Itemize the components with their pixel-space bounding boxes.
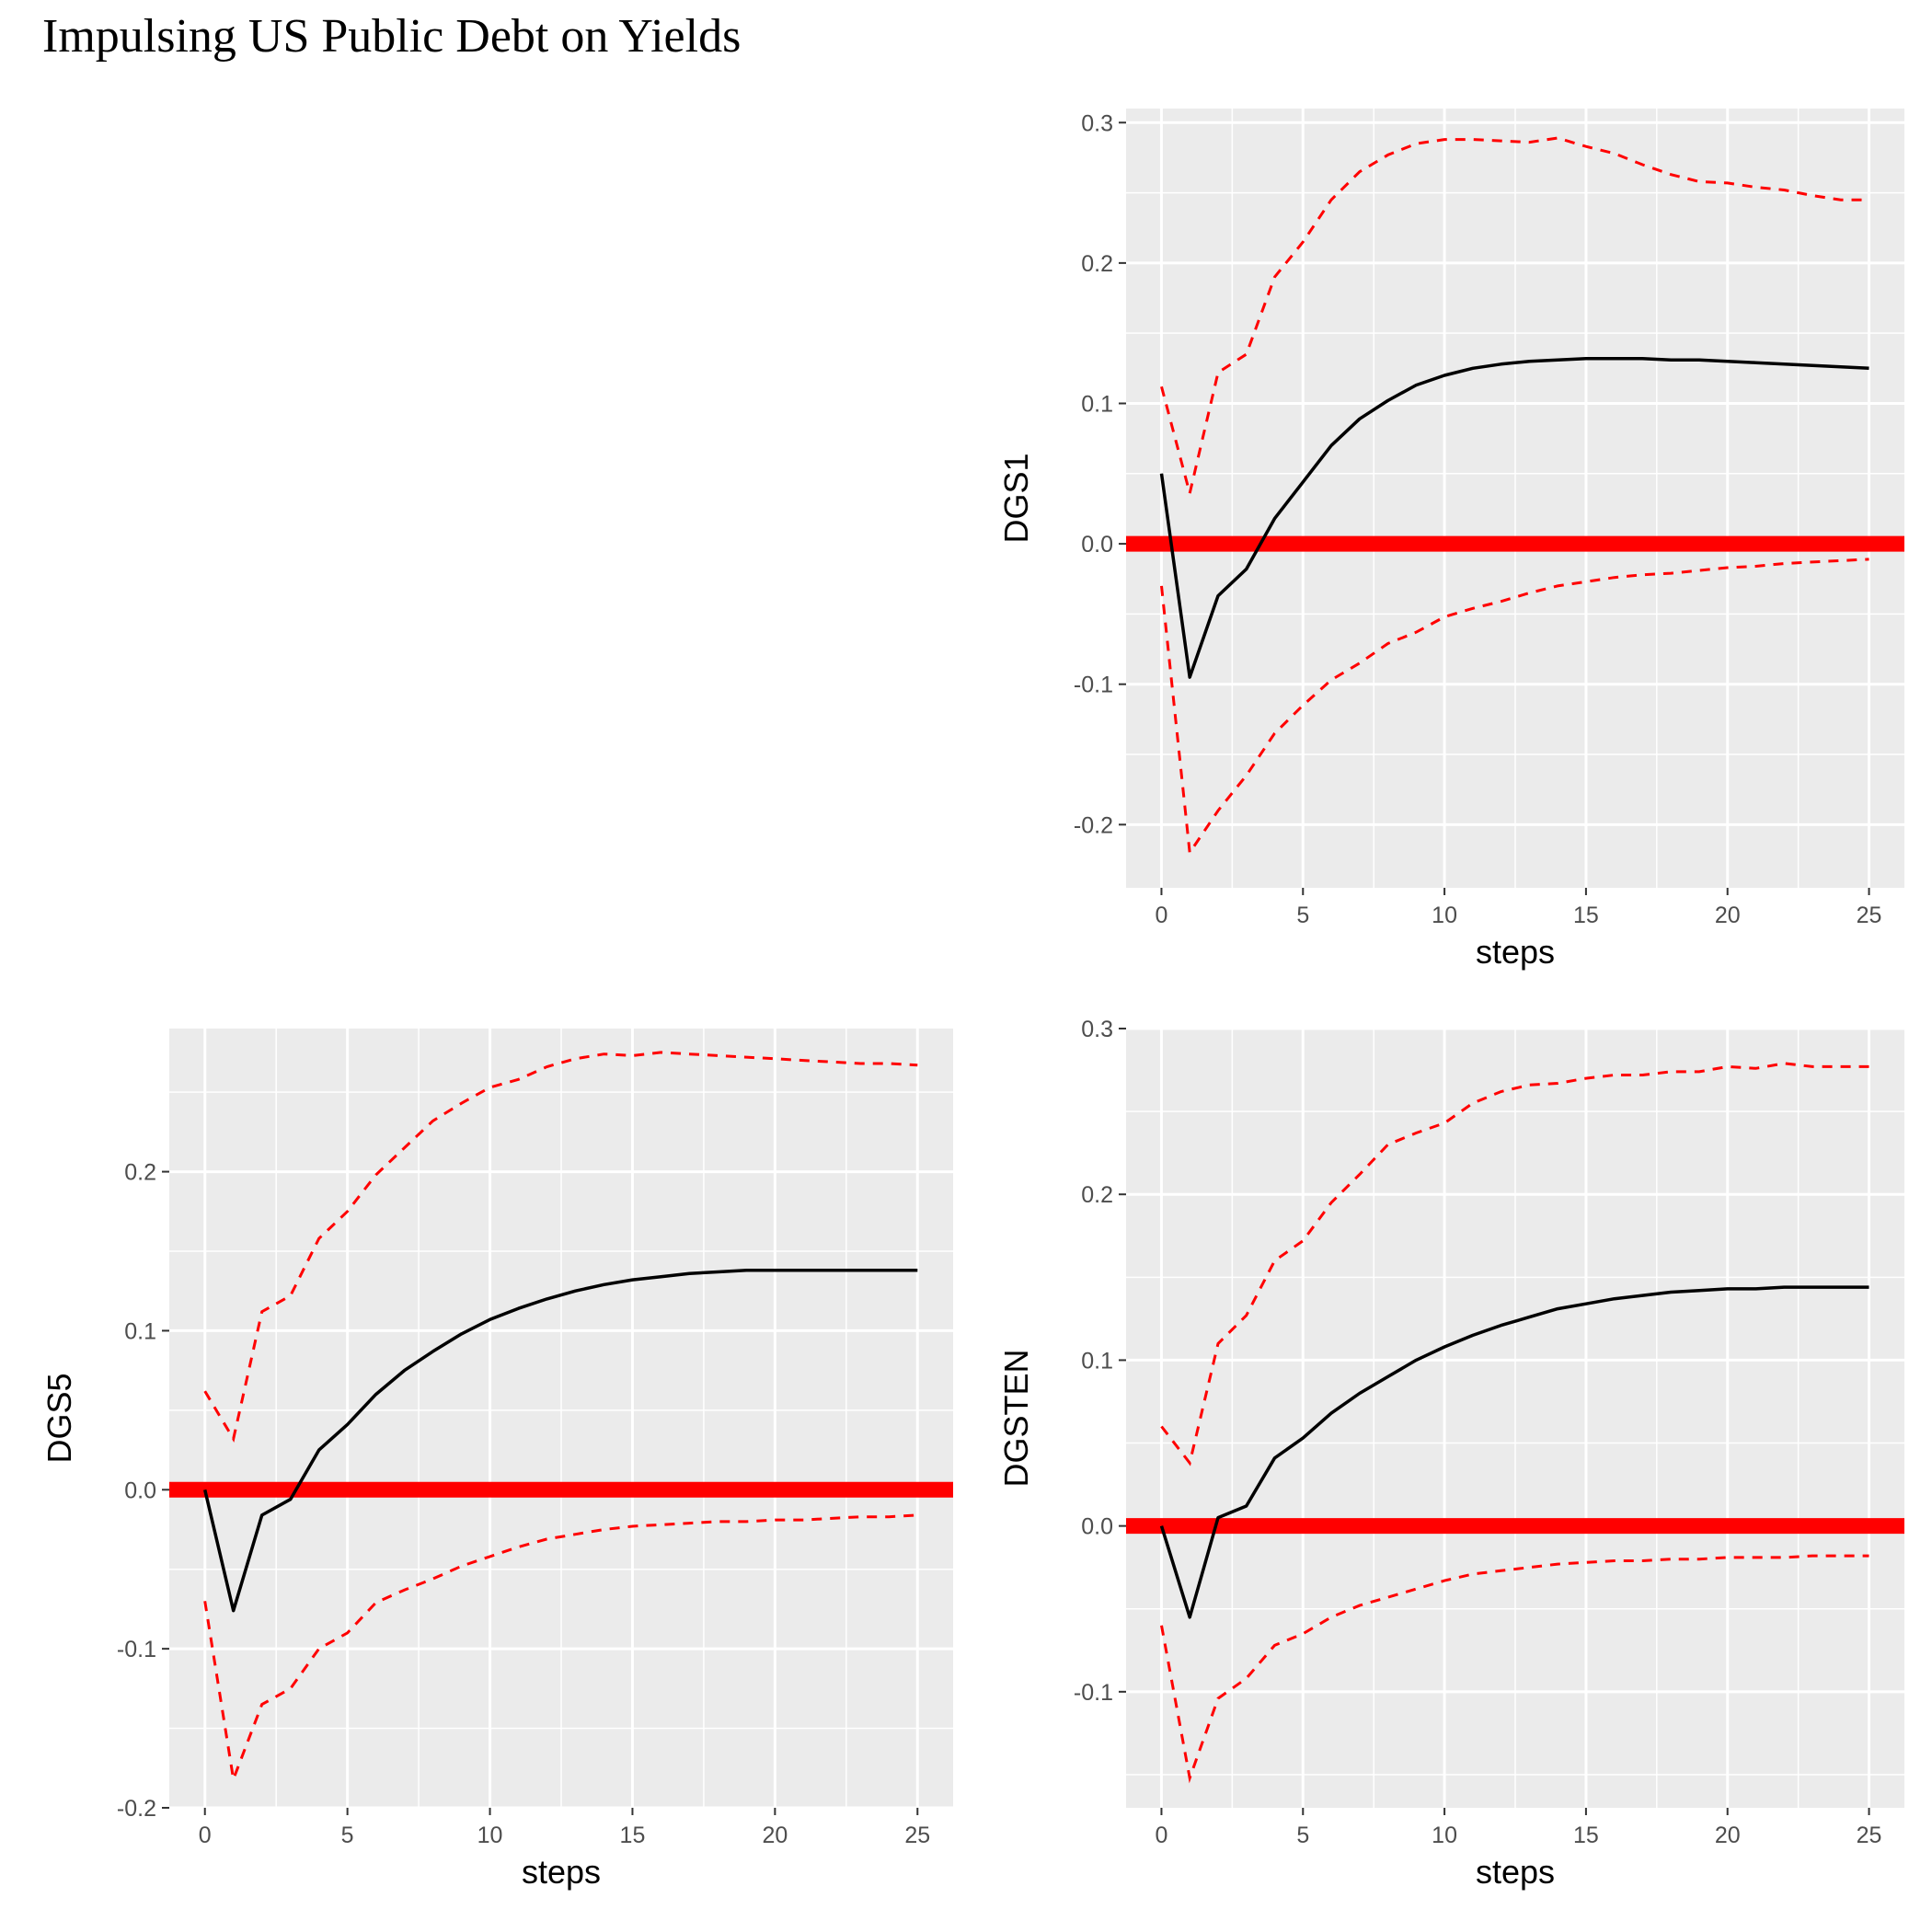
x-tick-label: 25 [904,1823,930,1848]
panel-dgs1: 0 5 10 15 20 25 -0.2 -0.1 0.0 0.1 0.2 0.3 steps DGS1 [997,109,1904,971]
x-tick-label: 10 [1432,1823,1457,1848]
y-tick-label: -0.1 [117,1637,156,1662]
x-tick-label: 10 [1432,903,1457,928]
y-tick-label: 0.0 [1081,532,1113,558]
y-tick-label: -0.1 [1074,1680,1113,1706]
y-tick-label: -0.2 [1074,812,1113,838]
x-tick-label: 5 [341,1823,354,1848]
x-tick-label: 0 [1156,1823,1168,1848]
x-tick-label: 5 [1296,1823,1309,1848]
x-tick-label: 10 [477,1823,503,1848]
x-axis-title: steps [522,1853,601,1891]
x-tick-label: 20 [1715,903,1741,928]
y-axis-title: DGS1 [997,453,1035,543]
x-tick-label: 25 [1857,903,1882,928]
series-irf-line [1159,1285,1869,1619]
series-upper-band [1160,1062,1869,1466]
x-tick-label: 15 [1573,1823,1599,1848]
series-upper-band [1160,136,1869,494]
x-tick-label: 25 [1857,1823,1882,1848]
series-lower-band [203,1513,918,1785]
y-axis-title: DGS5 [40,1373,78,1463]
y-tick-label: 0.1 [124,1318,156,1344]
y-tick-label: 0.0 [124,1478,156,1503]
y-tick-label: 0.2 [1081,251,1113,277]
x-tick-label: 20 [762,1823,788,1848]
y-tick-label: 0.1 [1081,391,1113,417]
y-tick-label: 0.3 [1081,110,1113,136]
x-tick-label: 15 [620,1823,646,1848]
y-tick-label: -0.1 [1074,673,1113,698]
series-irf-line [1159,356,1869,679]
x-axis-title: steps [1476,933,1555,971]
y-tick-label: 0.1 [1081,1348,1113,1374]
page-title: Impulsing US Public Debt on Yields [42,10,742,63]
x-tick-label: 0 [199,1823,212,1848]
panel-dgs5: 0 5 10 15 20 25 -0.2 -0.1 0.0 0.1 0.2 steps DGS5 [40,1029,953,1891]
x-tick-label: 15 [1573,903,1599,928]
y-tick-label: 0.3 [1081,1017,1113,1042]
x-tick-label: 20 [1715,1823,1741,1848]
y-axis-title: DGSTEN [997,1349,1035,1487]
series-lower-band [1160,1554,1869,1784]
y-tick-label: -0.2 [117,1796,156,1822]
panel-dgsten: 0 5 10 15 20 25 -0.1 0.0 0.1 0.2 0.3 steps DGSTEN [997,1017,1904,1891]
series-irf-line [202,1268,918,1613]
x-tick-label: 0 [1156,903,1168,928]
y-tick-label: 0.0 [1081,1514,1113,1540]
x-tick-label: 5 [1296,903,1309,928]
y-tick-label: 0.2 [1081,1182,1113,1208]
x-axis-title: steps [1476,1853,1555,1891]
y-tick-label: 0.2 [124,1160,156,1186]
